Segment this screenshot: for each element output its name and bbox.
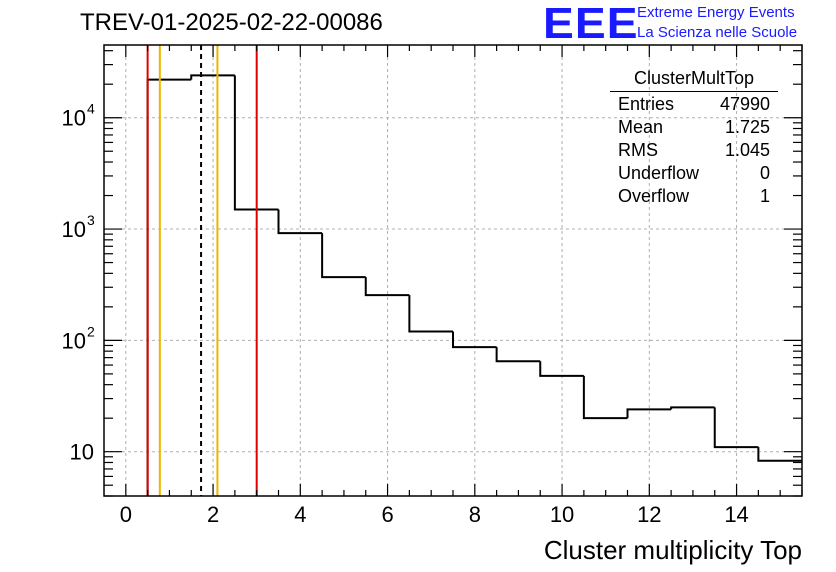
histogram-bar	[713, 407, 759, 449]
stats-label: Underflow	[618, 163, 700, 183]
histogram-bar	[190, 74, 235, 80]
stats-value: 1.725	[724, 117, 770, 137]
x-tick-label: 0	[120, 502, 132, 527]
y-tick-exponent: 4	[87, 101, 95, 117]
y-tick-exponent: 2	[87, 323, 95, 339]
stats-row: Entries 47990	[610, 93, 778, 116]
y-tick-label: 10	[62, 328, 86, 353]
x-tick-label: 10	[550, 502, 574, 527]
logo-subtitle-2: La Scienza nelle Scuole	[637, 24, 798, 41]
y-tick-label: 10	[62, 106, 86, 131]
stats-box: ClusterMultTop Entries 47990 Mean 1.725 …	[610, 68, 778, 208]
y-tick-label: 10	[70, 440, 94, 465]
histogram-bar	[408, 295, 453, 333]
stats-value: 1	[759, 186, 770, 206]
eee-logo: EEE	[543, 0, 639, 48]
stats-title: ClusterMultTop	[610, 68, 778, 92]
logo-subtitle-1: Extreme Energy Events	[637, 4, 795, 21]
stats-label: RMS	[618, 140, 658, 160]
stats-label: Entries	[618, 94, 675, 114]
histogram-bar	[670, 406, 715, 410]
x-tick-label: 4	[294, 502, 306, 527]
y-tick-exponent: 3	[87, 212, 95, 228]
stats-row: RMS 1.045	[610, 139, 778, 162]
histogram-bar	[539, 361, 584, 377]
y-tick-label: 10	[62, 217, 86, 242]
x-tick-label: 6	[381, 502, 393, 527]
stats-row: Mean 1.725	[610, 116, 778, 139]
histogram-bar	[495, 347, 541, 363]
stats-row: Overflow 1	[610, 185, 778, 208]
histogram-bar	[582, 375, 628, 420]
x-tick-label: 8	[469, 502, 481, 527]
stats-value: 1.045	[724, 140, 770, 160]
x-axis-label: Cluster multiplicity Top	[543, 535, 802, 565]
stats-label: Mean	[618, 117, 664, 137]
histogram-bar	[146, 78, 192, 496]
stats-label: Overflow	[618, 186, 690, 206]
stats-value: 0	[759, 163, 770, 183]
x-tick-label: 12	[637, 502, 661, 527]
histogram-bar	[277, 209, 323, 235]
histogram-bar	[757, 447, 802, 462]
plot-title: TREV-01-2025-02-22-00086	[80, 9, 383, 36]
histogram-bar	[233, 75, 279, 211]
stats-row: Underflow 0	[610, 162, 778, 185]
histogram-bar	[321, 233, 366, 279]
x-tick-label: 14	[724, 502, 748, 527]
x-tick-label: 2	[207, 502, 219, 527]
histogram-bar	[626, 408, 672, 419]
histogram-bar	[364, 277, 410, 297]
histogram-bar	[452, 331, 497, 349]
stats-value: 47990	[719, 94, 770, 114]
